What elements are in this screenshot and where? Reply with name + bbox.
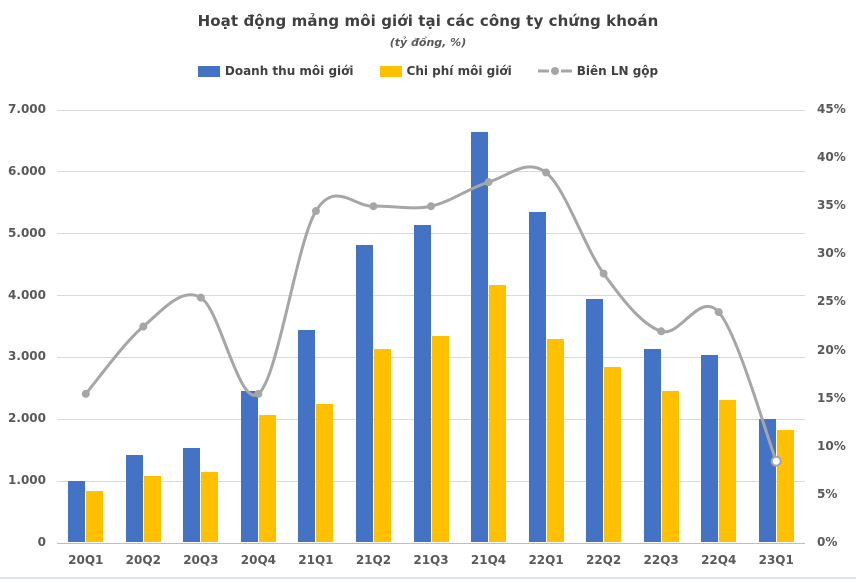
left-axis-tick: 0 [37,535,46,549]
margin-marker [599,269,608,278]
bottom-divider [0,577,856,579]
x-axis-line [57,542,805,544]
right-axis-tick: 45% [817,102,846,116]
bar-doanh-thu [643,349,661,542]
bar-doanh-thu [701,354,719,542]
bar-chi-phi [373,348,391,542]
x-axis-label: 22Q4 [701,553,737,567]
left-axis-tick: 3.000 [8,349,46,364]
x-axis-label: 22Q2 [585,553,622,567]
legend-label-revenue: Doanh thu môi giới [224,64,354,78]
legend-label-margin: Biên LN gộp [576,64,659,78]
bar-chi-phi [776,430,794,542]
legend-item-margin: Biên LN gộp [537,64,659,78]
bar-chi-phi [316,403,334,542]
bar-doanh-thu [240,391,258,542]
right-axis-tick: 20% [817,342,846,357]
gridline [57,233,805,235]
margin-marker [139,322,148,331]
legend-item-cost: Chi phí môi giới [379,64,512,78]
margin-marker [311,207,320,216]
right-axis-tick: 25% [817,294,846,309]
bar-chi-phi [546,338,564,542]
right-axis-tick: 40% [817,150,846,165]
legend-item-revenue: Doanh thu môi giới [197,64,354,78]
chart-legend: Doanh thu môi giới Chi phí môi giới Biên… [0,64,856,78]
right-axis-tick: 15% [817,390,846,405]
x-axis-label: 20Q4 [240,553,276,567]
gridline [57,109,805,111]
right-axis-tick: 5% [817,486,838,501]
x-axis-label: 20Q1 [68,553,104,567]
x-axis-label: 22Q1 [528,553,564,567]
x-axis-label: 22Q3 [643,553,679,567]
x-axis-label: 21Q4 [470,553,507,567]
bar-chi-phi [661,391,679,542]
bar-doanh-thu [471,131,489,542]
bar-doanh-thu [125,454,143,542]
bar-doanh-thu [758,419,776,542]
left-axis-tick: 1.000 [8,473,46,488]
revenue-swatch-icon [197,65,220,77]
margin-marker [657,327,666,336]
bar-chi-phi [604,366,622,542]
bar-doanh-thu [355,244,373,542]
left-axis-tick: 4.000 [8,287,46,302]
margin-marker [369,202,378,211]
left-axis-tick: 6.000 [8,163,46,178]
x-axis-label: 23Q1 [758,553,794,567]
bar-chi-phi [258,414,276,542]
margin-marker [542,168,551,177]
x-axis-label: 20Q3 [183,553,219,567]
dashed-line-marker-icon [537,67,572,75]
bar-doanh-thu [413,225,431,542]
bar-doanh-thu [298,330,316,542]
gridline [57,480,805,482]
bar-chi-phi [143,475,161,542]
x-axis-label: 21Q2 [355,553,392,567]
bar-doanh-thu [528,212,546,542]
left-axis-tick: 7.000 [8,102,46,116]
bar-chi-phi [86,491,104,542]
chart-title: Hoạt động mảng môi giới tại các công ty … [197,12,659,30]
x-axis-label: 21Q1 [298,553,334,567]
bar-chi-phi [489,285,507,542]
margin-marker [714,308,723,317]
bar-doanh-thu [183,448,201,542]
x-axis-label: 20Q2 [125,553,161,567]
bar-chi-phi [431,336,449,542]
bar-doanh-thu [68,480,86,542]
cost-swatch-icon [379,65,402,77]
right-axis-tick: 0% [817,535,838,549]
gridline [57,295,805,297]
bar-doanh-thu [586,298,604,542]
right-axis-tick: 10% [817,438,846,453]
right-axis-tick: 30% [817,246,846,261]
gridline [57,171,805,173]
left-axis-tick: 2.000 [8,411,46,426]
margin-marker [81,389,90,398]
left-axis-tick: 5.000 [8,225,46,240]
chart-subtitle: (tỷ đồng, %) [389,36,467,49]
x-axis-label: 21Q3 [413,553,449,567]
right-axis-tick: 35% [817,198,846,213]
bar-chi-phi [719,400,737,542]
bar-chi-phi [201,472,219,542]
legend-label-cost: Chi phí môi giới [406,64,512,78]
margin-marker [427,202,435,211]
